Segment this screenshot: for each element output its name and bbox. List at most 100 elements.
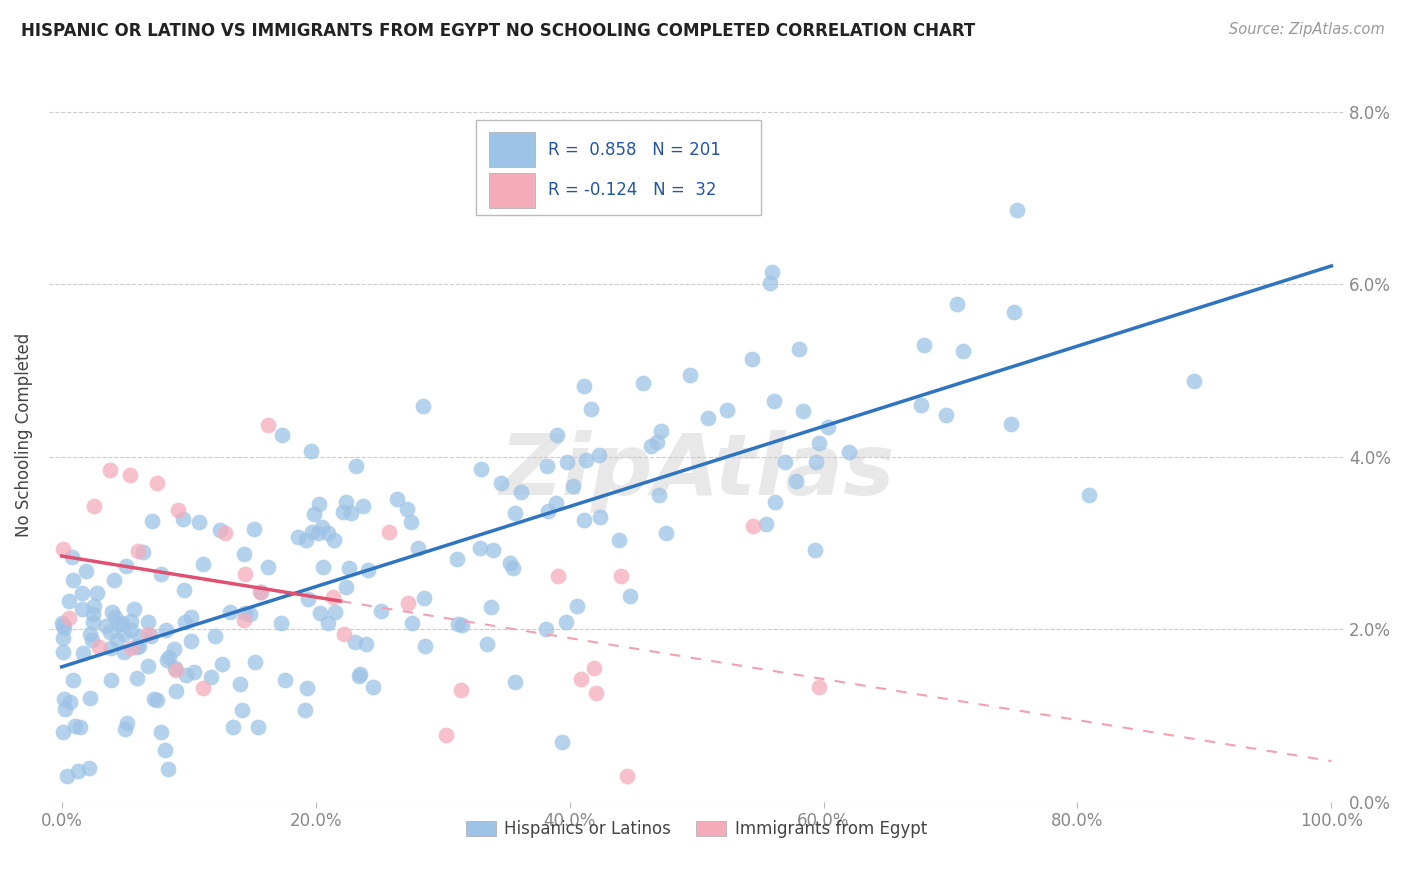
Point	[127, 640, 149, 654]
Point	[141, 514, 163, 528]
Point	[114, 722, 136, 736]
Point	[52, 725, 75, 739]
Point	[323, 605, 346, 619]
FancyBboxPatch shape	[477, 120, 761, 215]
Point	[174, 615, 197, 629]
Point	[155, 624, 177, 638]
Point	[761, 264, 783, 278]
Point	[537, 504, 560, 518]
Point	[489, 475, 512, 490]
Point	[183, 665, 205, 680]
Point	[104, 610, 127, 624]
Point	[101, 606, 124, 620]
Point	[619, 589, 641, 603]
Point	[70, 586, 93, 600]
Point	[817, 420, 839, 434]
Point	[295, 533, 318, 547]
Point	[679, 368, 702, 383]
Point	[396, 596, 419, 610]
Point	[188, 516, 211, 530]
Point	[335, 580, 357, 594]
Point	[804, 455, 827, 469]
Point	[838, 445, 860, 459]
Point	[229, 677, 252, 691]
Point	[132, 544, 155, 558]
Point	[579, 402, 602, 417]
Point	[128, 639, 150, 653]
Point	[534, 622, 557, 636]
Point	[357, 563, 380, 577]
Point	[344, 459, 367, 474]
Point	[172, 512, 194, 526]
Point	[287, 530, 309, 544]
Point	[503, 674, 526, 689]
Point	[415, 639, 437, 653]
Point	[69, 720, 91, 734]
Point	[385, 492, 408, 507]
Point	[163, 642, 186, 657]
Point	[63, 719, 86, 733]
Point	[108, 617, 131, 632]
Point	[51, 615, 73, 630]
Point	[52, 621, 75, 635]
Point	[650, 424, 672, 438]
Point	[808, 435, 831, 450]
Point	[304, 508, 326, 522]
Point	[450, 683, 472, 698]
Point	[322, 590, 344, 604]
Point	[222, 720, 245, 734]
Point	[107, 632, 129, 647]
Legend: Hispanics or Latinos, Immigrants from Egypt: Hispanics or Latinos, Immigrants from Eg…	[460, 814, 934, 845]
Point	[294, 703, 316, 717]
Point	[1182, 374, 1205, 388]
Point	[763, 394, 786, 409]
Point	[716, 403, 738, 417]
Point	[551, 735, 574, 749]
Point	[114, 559, 136, 574]
Point	[270, 428, 292, 442]
Point	[174, 668, 197, 682]
Point	[477, 637, 499, 651]
Point	[83, 599, 105, 614]
Point	[952, 344, 974, 359]
Point	[153, 742, 176, 756]
Point	[83, 499, 105, 513]
Point	[1078, 488, 1101, 502]
Point	[112, 627, 135, 641]
Point	[297, 592, 319, 607]
Point	[481, 542, 503, 557]
Point	[536, 458, 558, 473]
Point	[136, 627, 159, 641]
Point	[52, 645, 75, 659]
Point	[333, 627, 356, 641]
Point	[555, 455, 578, 469]
Point	[82, 607, 104, 621]
Point	[117, 716, 139, 731]
Point	[316, 525, 339, 540]
Point	[503, 506, 526, 520]
Point	[100, 673, 122, 687]
Point	[165, 683, 187, 698]
Point	[434, 728, 457, 742]
Point	[311, 520, 333, 534]
Point	[569, 673, 592, 687]
Point	[763, 495, 786, 509]
Point	[1005, 202, 1028, 217]
Point	[270, 616, 292, 631]
Point	[98, 625, 121, 640]
Point	[322, 533, 344, 548]
Point	[1000, 417, 1022, 431]
Point	[233, 607, 256, 621]
Point	[120, 467, 142, 482]
Point	[149, 566, 172, 581]
Point	[335, 495, 357, 509]
Point	[502, 560, 524, 574]
Point	[146, 476, 169, 491]
Point	[648, 488, 671, 502]
Point	[100, 641, 122, 656]
Point	[396, 501, 419, 516]
Point	[75, 565, 97, 579]
Point	[479, 600, 502, 615]
Point	[742, 518, 765, 533]
Point	[218, 605, 240, 619]
